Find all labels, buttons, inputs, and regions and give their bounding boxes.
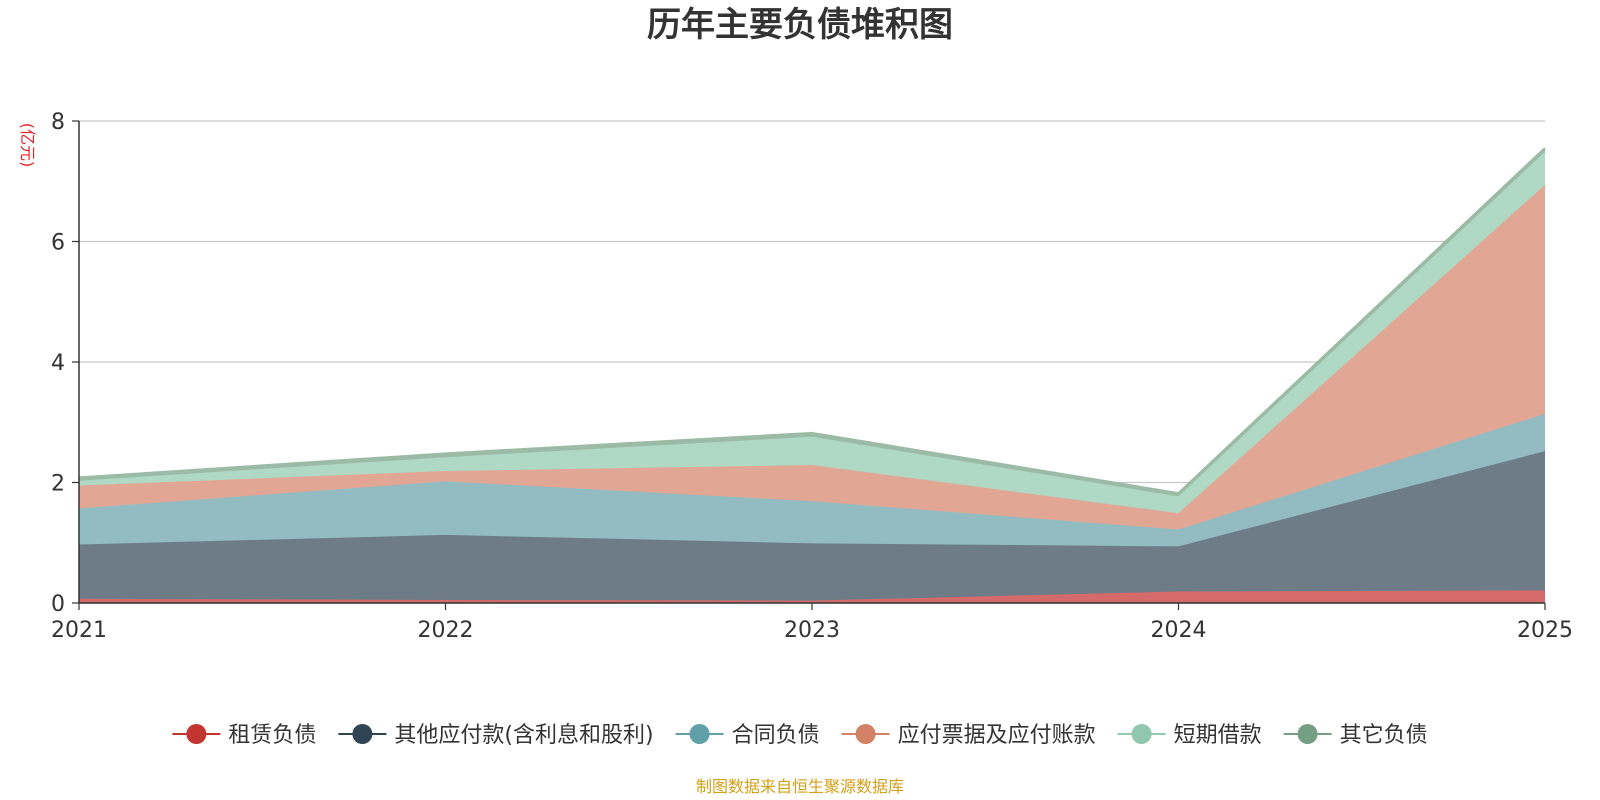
data-source-note: 制图数据来自恒生聚源数据库	[696, 777, 904, 796]
legend-dot-icon	[1131, 724, 1152, 744]
legend-item-2[interactable]: 合同负债	[675, 723, 820, 748]
area-4	[79, 151, 1545, 514]
legend-item-0[interactable]: 租赁负债	[172, 723, 316, 748]
legend-item-3[interactable]: 应付票据及应付账款	[841, 723, 1096, 748]
x-tick-label: 2024	[1151, 618, 1207, 643]
legend-label: 其它负债	[1340, 723, 1428, 748]
y-tick-label: 0	[51, 592, 65, 617]
y-tick-label: 6	[51, 231, 65, 256]
legend-dot-icon	[1297, 724, 1318, 744]
area-0	[79, 590, 1545, 603]
area-2	[79, 413, 1545, 547]
y-axis-unit: (亿元)	[18, 123, 37, 168]
legend-dot-icon	[352, 724, 373, 744]
area-line-5	[78, 147, 1546, 495]
legend: 租赁负债 其他应付款(含利息和股利) 合同负债 应付票据及应付账款 短期借款 其它负债	[172, 723, 1428, 748]
legend-label: 应付票据及应付账款	[898, 723, 1096, 748]
x-tick-label: 2025	[1517, 618, 1573, 643]
legend-label: 短期借款	[1174, 723, 1262, 748]
legend-dot-icon	[186, 724, 207, 744]
chart-title: 历年主要负债堆积图	[647, 5, 953, 45]
x-tick-label: 2023	[784, 618, 840, 643]
legend-item-1[interactable]: 其他应付款(含利息和股利)	[338, 723, 654, 748]
legend-label: 其他应付款(含利息和股利)	[394, 723, 653, 748]
legend-item-4[interactable]: 短期借款	[1117, 723, 1262, 748]
legend-dot-icon	[689, 724, 710, 744]
legend-dot-icon	[855, 724, 876, 744]
x-tick-label: 2022	[418, 618, 474, 643]
y-tick-label: 4	[51, 351, 65, 376]
legend-item-5[interactable]: 其它负债	[1283, 723, 1428, 748]
legend-label: 租赁负债	[228, 723, 316, 748]
y-tick-label: 2	[51, 472, 65, 497]
x-tick-label: 2021	[51, 618, 107, 643]
area-3	[79, 184, 1545, 530]
area-1	[79, 451, 1545, 601]
legend-label: 合同负债	[732, 723, 820, 748]
y-tick-label: 8	[51, 110, 65, 135]
axes: 0 2 4 6 8 2021 2022 2023 2024 2025	[51, 110, 1573, 643]
area-series	[78, 147, 1546, 603]
